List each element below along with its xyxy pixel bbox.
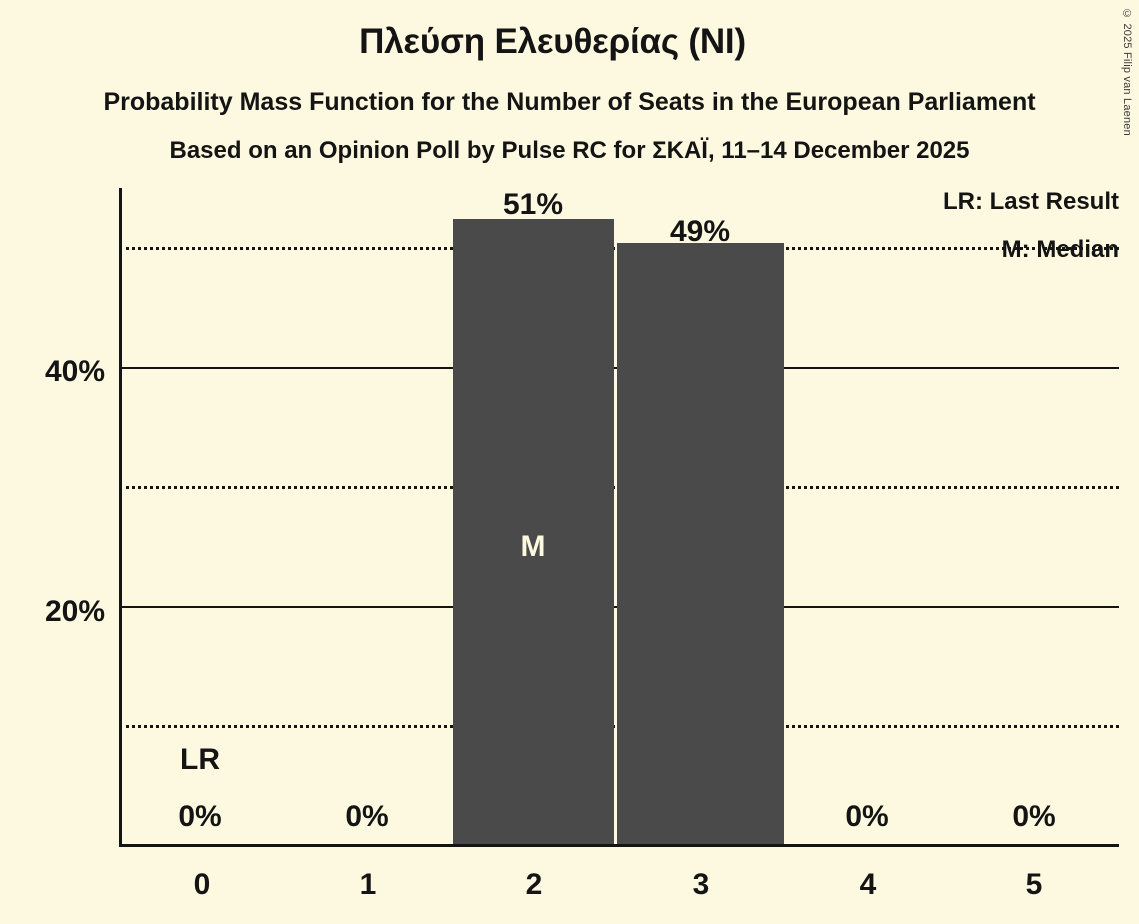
bar-value-label-5: 0% (1012, 800, 1056, 833)
bar-3 (617, 243, 784, 844)
y-axis-line (119, 188, 122, 847)
x-axis-tick-2: 2 (525, 868, 543, 901)
x-axis-line (119, 844, 1119, 847)
bar-value-label-4: 0% (845, 800, 889, 833)
x-axis-tick-4: 4 (859, 868, 877, 901)
bar-2 (453, 219, 614, 844)
last-result-marker: LR (180, 743, 220, 776)
x-axis-tick-1: 1 (359, 868, 377, 901)
bar-value-label-1: 0% (345, 800, 389, 833)
bar-value-label-2: 51% (502, 188, 564, 221)
page-title: Πλεύση Ελευθερίας (NI) (359, 22, 746, 61)
plot-area (119, 188, 1119, 847)
y-axis-tick-20: 20% (44, 595, 105, 628)
copyright-notice: © 2025 Filip van Laenen (1121, 8, 1133, 136)
bar-value-label-0: 0% (178, 800, 222, 833)
chart-subtitle-secondary: Based on an Opinion Poll by Pulse RC for… (169, 137, 970, 164)
chart-subtitle-primary: Probability Mass Function for the Number… (103, 88, 1036, 116)
y-axis-tick-40: 40% (44, 355, 105, 388)
bar-value-label-3: 49% (669, 215, 731, 248)
median-marker: M (520, 530, 546, 563)
legend-last-result: LR: Last Result (942, 188, 1119, 215)
x-axis-tick-3: 3 (692, 868, 710, 901)
x-axis-tick-5: 5 (1025, 868, 1043, 901)
x-axis-tick-0: 0 (193, 868, 211, 901)
